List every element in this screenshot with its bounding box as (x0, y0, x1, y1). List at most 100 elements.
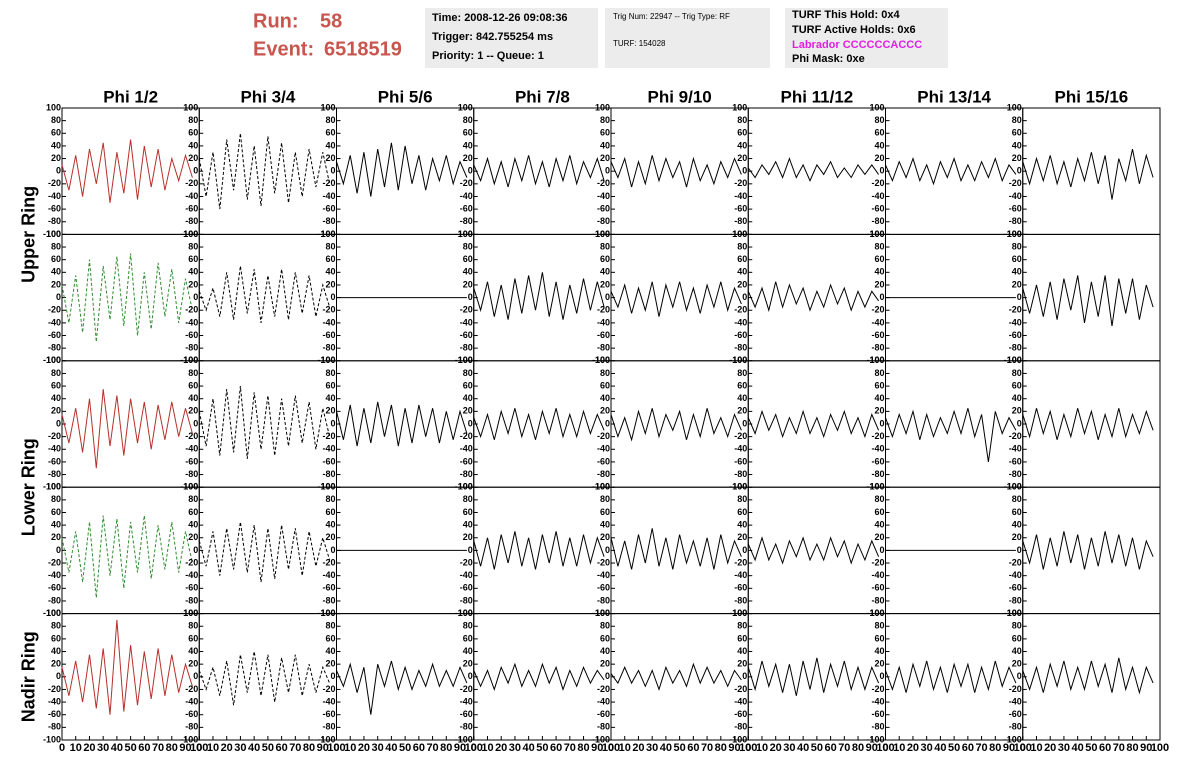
y-tick-label: 20 (737, 279, 747, 289)
y-tick-label: -40 (460, 317, 473, 327)
y-tick-label: 0 (193, 545, 198, 555)
panel-frame (610, 107, 749, 235)
y-tick-label: -20 (48, 431, 61, 441)
panel-frame (198, 233, 337, 362)
y-tick-label: -60 (734, 583, 747, 593)
y-tick-label: 20 (1012, 279, 1022, 289)
waveform (885, 408, 1017, 462)
waveform (473, 531, 605, 570)
y-tick-label: -20 (1009, 557, 1022, 567)
x-tick-label: 40 (111, 742, 123, 754)
y-tick-label: -20 (597, 178, 610, 188)
panel-frame (61, 360, 200, 488)
turf: TURF: 154028 (613, 39, 666, 48)
x-tick-label: 80 (989, 742, 1001, 754)
y-tick-label: 100 (869, 102, 884, 112)
y-tick-label: -100 (43, 482, 61, 492)
waveform (473, 662, 605, 691)
y-tick-label: 20 (874, 153, 884, 163)
x-tick-label: 70 (289, 742, 301, 754)
x-tick-label: 40 (385, 742, 397, 754)
y-tick-label: 40 (325, 519, 335, 529)
y-tick-label: 0 (879, 166, 884, 176)
y-tick-label: -60 (871, 456, 884, 466)
y-tick-label: -60 (597, 583, 610, 593)
y-tick-label: 0 (330, 166, 335, 176)
y-tick-label: 0 (879, 292, 884, 302)
y-tick-label: 20 (600, 406, 610, 416)
y-tick-label: 80 (874, 241, 884, 251)
y-tick-label: -20 (322, 684, 335, 694)
y-tick-label: -20 (597, 305, 610, 315)
y-tick-label: 60 (600, 128, 610, 138)
y-tick-label: -40 (871, 444, 884, 454)
y-tick-label: 20 (737, 659, 747, 669)
panel-frame (198, 486, 337, 615)
y-tick-label: 20 (463, 659, 473, 669)
x-tick-label: 60 (413, 742, 425, 754)
x-tick-label: 40 (660, 742, 672, 754)
y-tick-label: 20 (325, 406, 335, 416)
y-tick-label: 80 (600, 494, 610, 504)
y-tick-label: 60 (1012, 633, 1022, 643)
y-tick-label: -20 (48, 178, 61, 188)
y-tick-label: -60 (322, 583, 335, 593)
y-tick-label: -60 (460, 583, 473, 593)
y-tick-label: -80 (185, 216, 198, 226)
y-tick-label: -80 (1009, 343, 1022, 353)
y-tick-label: 40 (737, 267, 747, 277)
y-tick-label: 0 (1017, 166, 1022, 176)
y-tick-label: 80 (1012, 494, 1022, 504)
y-tick-label: -20 (734, 178, 747, 188)
y-tick-label: -40 (734, 444, 747, 454)
y-tick-label: 80 (600, 368, 610, 378)
y-tick-label: 80 (1012, 115, 1022, 125)
panel-frame (610, 233, 749, 362)
y-tick-label: 20 (737, 532, 747, 542)
y-tick-label: 0 (56, 671, 61, 681)
y-tick-label: -40 (322, 317, 335, 327)
turf-active: TURF Active Holds: 0x6 (792, 24, 916, 36)
y-tick-label: 40 (463, 519, 473, 529)
y-tick-label: 0 (605, 671, 610, 681)
y-tick-label: 40 (51, 646, 61, 656)
y-tick-label: 20 (1012, 153, 1022, 163)
event-number: 6518519 (324, 38, 402, 60)
y-tick-label: 0 (330, 292, 335, 302)
y-tick-label: -80 (460, 469, 473, 479)
x-tick-label: 100 (1151, 742, 1169, 754)
x-tick-label: 90 (454, 742, 466, 754)
x-tick-label: 50 (399, 742, 411, 754)
y-tick-label: -20 (871, 557, 884, 567)
y-tick-label: 0 (742, 292, 747, 302)
x-tick-label: 60 (824, 742, 836, 754)
waveform (336, 660, 468, 715)
ring-label: Nadir Ring (19, 631, 39, 722)
x-tick-label: 20 (632, 742, 644, 754)
y-tick-label: -60 (460, 709, 473, 719)
y-tick-label: 0 (1017, 671, 1022, 681)
y-tick-label: -40 (1009, 444, 1022, 454)
x-tick-label: 50 (262, 742, 274, 754)
y-tick-label: 80 (874, 368, 884, 378)
panel-frame (336, 613, 475, 741)
y-tick-label: 60 (600, 380, 610, 390)
y-tick-label: -20 (460, 684, 473, 694)
y-tick-label: -40 (597, 191, 610, 201)
y-tick-label: 80 (463, 241, 473, 251)
y-tick-label: 20 (188, 532, 198, 542)
y-tick-label: -100 (43, 355, 61, 365)
panel-frame (473, 360, 612, 488)
x-tick-label: 30 (1058, 742, 1070, 754)
y-tick-label: -20 (185, 684, 198, 694)
y-tick-label: -40 (460, 696, 473, 706)
waveform (473, 155, 605, 188)
x-tick-label: 10 (619, 742, 631, 754)
x-tick-label: 30 (372, 742, 384, 754)
y-tick-label: 0 (56, 545, 61, 555)
waveform (610, 528, 742, 570)
waveform (61, 515, 193, 598)
y-tick-label: 40 (1012, 646, 1022, 656)
x-tick-label: 0 (196, 742, 202, 754)
y-tick-label: 0 (742, 545, 747, 555)
